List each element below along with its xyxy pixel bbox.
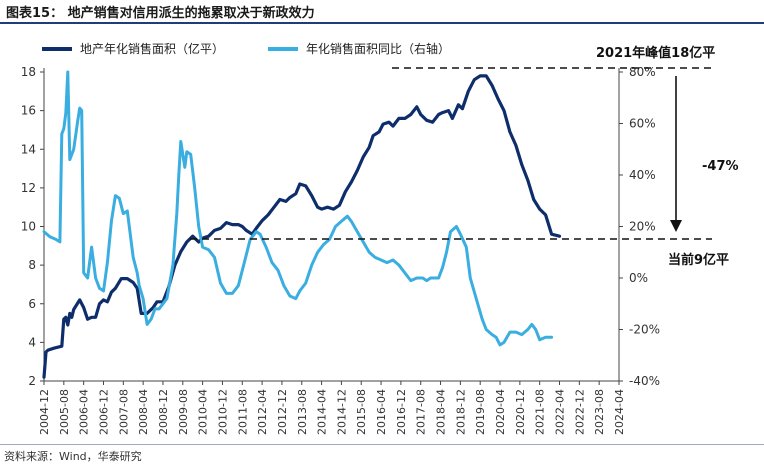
x-tick-label: 2022-12	[573, 389, 586, 435]
right-tick-label: -20%	[629, 323, 660, 337]
left-tick-label: 6	[28, 297, 36, 311]
legend: 地产年化销售面积（亿平） 年化销售面积同比（右轴）	[42, 41, 450, 56]
x-tick-label: 2005-08	[58, 389, 71, 435]
right-tick-label: -40%	[629, 374, 660, 388]
x-tick-label: 2022-04	[554, 389, 567, 435]
line-chart: 地产年化销售面积（亿平） 年化销售面积同比（右轴） 2 4 6 8 10 12 14 16 18…	[21, 41, 739, 435]
left-tick-label: 2	[28, 374, 36, 388]
right-tick-label: 40%	[629, 168, 656, 182]
title-divider	[0, 22, 764, 24]
series-line-area	[42, 74, 562, 379]
legend-label-area: 地产年化销售面积（亿平）	[80, 41, 224, 56]
right-tick-label: 20%	[629, 220, 656, 234]
x-tick-label: 2019-08	[474, 389, 487, 435]
footer-divider	[0, 444, 764, 445]
x-tick-label: 2006-04	[78, 389, 91, 435]
x-tick-label: 2014-12	[335, 389, 348, 435]
drop-label: -47%	[702, 159, 739, 174]
left-tick-label: 16	[21, 104, 36, 118]
x-tick-label: 2014-04	[316, 389, 329, 435]
x-tick-label: 2007-08	[117, 389, 130, 435]
left-tick-label: 18	[21, 65, 36, 79]
x-tick-label: 2010-12	[216, 389, 229, 435]
x-tick-label: 2015-08	[355, 389, 368, 435]
series-line-yoy	[42, 70, 554, 347]
right-tick-label: 60%	[629, 117, 656, 131]
right-tick-label: 0%	[629, 271, 648, 285]
right-tick-label: 80%	[629, 65, 656, 79]
plot-area	[42, 70, 562, 379]
left-tick-label: 14	[21, 142, 36, 156]
x-tick-label: 2023-08	[593, 389, 606, 435]
x-tick-label: 2016-12	[395, 389, 408, 435]
x-tick-label: 2012-04	[256, 389, 269, 435]
x-tick-label: 2017-08	[415, 389, 428, 435]
legend-label-yoy: 年化销售面积同比（右轴）	[306, 41, 450, 56]
x-tick-label: 2009-08	[177, 389, 190, 435]
x-tick-label: 2012-12	[276, 389, 289, 435]
left-tick-label: 10	[21, 220, 36, 234]
figure-title: 图表15： 地产销售对信用派生的拖累取决于新政效力	[6, 6, 315, 21]
x-tick-label: 2013-08	[296, 389, 309, 435]
x-tick-label: 2020-04	[494, 389, 507, 435]
x-tick-label: 2020-12	[514, 389, 527, 435]
x-tick-label: 2006-12	[97, 389, 110, 435]
x-tick-label: 2024-04	[613, 389, 626, 435]
x-tick-label: 2004-12	[38, 389, 51, 435]
x-tick-label: 2021-08	[534, 389, 547, 435]
drop-arrow-head	[670, 220, 682, 232]
x-tick-label: 2010-04	[197, 389, 210, 435]
current-label: 当前9亿平	[668, 252, 729, 268]
x-tick-label: 2018-12	[454, 389, 467, 435]
axes: 2 4 6 8 10 12 14 16 18 -40% -20% 0% 20% 40% 60% 80% 2004…	[21, 65, 660, 435]
x-tick-label: 2008-04	[137, 389, 150, 435]
x-tick-label: 2016-04	[375, 389, 388, 435]
annotations: 2021年峰值18亿平 -47% 当前9亿平	[190, 45, 739, 268]
left-tick-label: 12	[21, 181, 36, 195]
x-tick-label: 2011-08	[236, 389, 249, 435]
x-tick-label: 2018-04	[435, 389, 448, 435]
left-tick-label: 8	[28, 258, 36, 272]
x-tick-label: 2008-12	[157, 389, 170, 435]
peak-label: 2021年峰值18亿平	[596, 45, 715, 61]
left-tick-label: 4	[28, 335, 36, 349]
source-note: 资料来源：Wind，华泰研究	[4, 450, 142, 463]
